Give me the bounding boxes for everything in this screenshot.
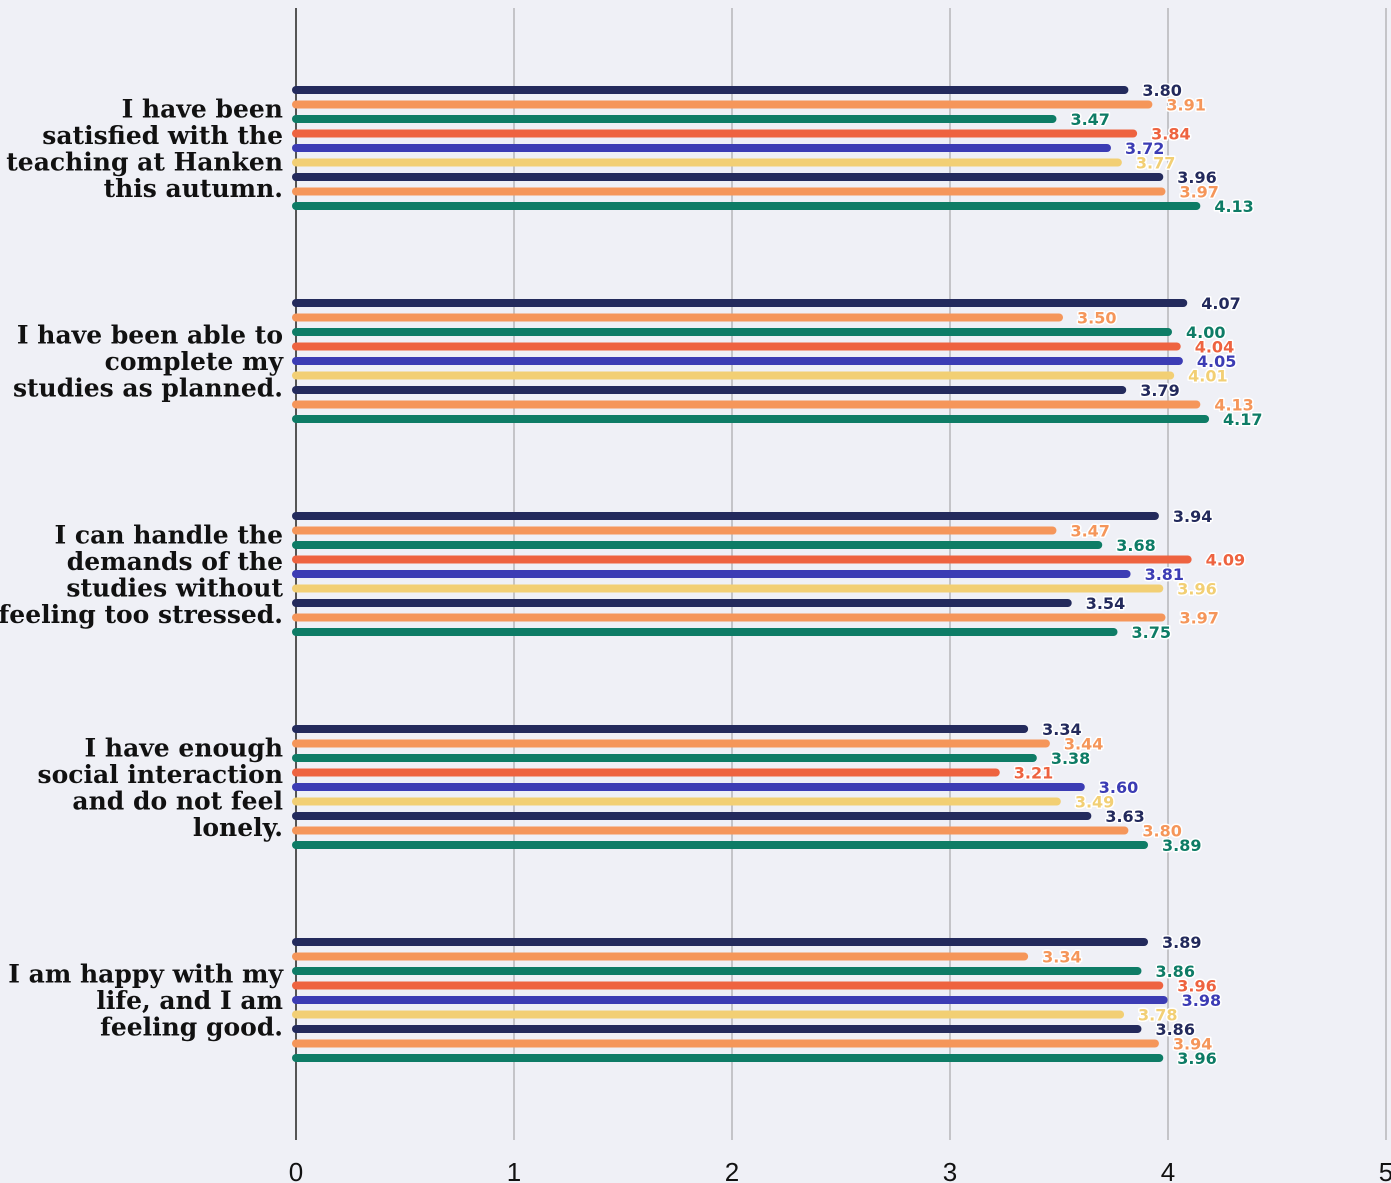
data-label: 4.09 xyxy=(1206,551,1245,570)
data-label: 3.47 xyxy=(1070,110,1109,129)
data-label: 4.00 xyxy=(1186,323,1225,342)
data-label: 3.49 xyxy=(1075,793,1114,812)
data-label: 4.07 xyxy=(1201,294,1240,313)
data-label: 3.98 xyxy=(1182,991,1221,1010)
category-label-line: demands of the xyxy=(67,547,283,576)
category-label-line: I have been able to xyxy=(17,321,283,350)
data-label: 3.97 xyxy=(1179,183,1218,202)
x-tick-label: 3 xyxy=(943,1157,957,1183)
data-label: 3.94 xyxy=(1173,507,1212,526)
x-tick-label: 4 xyxy=(1161,1157,1175,1183)
data-label: 3.77 xyxy=(1136,154,1175,173)
data-label: 3.72 xyxy=(1125,139,1164,158)
data-label: 3.89 xyxy=(1162,933,1201,952)
x-tick-label: 1 xyxy=(507,1157,521,1183)
data-label: 3.50 xyxy=(1077,309,1116,328)
category-label-line: and do not feel xyxy=(72,786,283,815)
data-label: 3.38 xyxy=(1051,749,1090,768)
data-label: 3.63 xyxy=(1105,807,1144,826)
data-label: 3.96 xyxy=(1177,168,1216,187)
x-tick-label: 0 xyxy=(289,1157,303,1183)
data-label: 4.05 xyxy=(1197,352,1236,371)
data-label: 4.17 xyxy=(1223,410,1262,429)
category-label-line: studies as planned. xyxy=(13,374,283,403)
category-label-line: feeling too stressed. xyxy=(0,600,283,629)
category-label-line: I have been xyxy=(122,94,283,123)
category-label: I am happy with my life, and I am feeling … xyxy=(8,960,284,1042)
data-label: 3.34 xyxy=(1042,720,1081,739)
data-label: 3.75 xyxy=(1132,623,1171,642)
data-label: 3.94 xyxy=(1173,1035,1212,1054)
category-label-line: I have enough xyxy=(85,733,284,762)
data-label: 4.04 xyxy=(1195,338,1234,357)
data-label: 3.89 xyxy=(1162,836,1201,855)
category-label: I can handle the demands of the studies wi… xyxy=(0,520,283,629)
data-label: 3.96 xyxy=(1177,1049,1216,1068)
data-label: 4.13 xyxy=(1214,197,1253,216)
data-label: 4.13 xyxy=(1214,396,1253,415)
data-label: 3.47 xyxy=(1070,522,1109,541)
category-label-line: feeling good. xyxy=(100,1013,283,1042)
data-label: 3.44 xyxy=(1064,735,1103,754)
category-label-line: satisfied with the xyxy=(42,121,283,150)
category-label-line: this autumn. xyxy=(104,174,283,203)
category-label-line: studies without xyxy=(66,573,283,602)
data-label: 3.79 xyxy=(1140,381,1179,400)
data-label: 3.86 xyxy=(1155,962,1194,981)
data-label: 3.68 xyxy=(1116,536,1155,555)
data-label: 3.54 xyxy=(1086,594,1125,613)
data-label: 3.86 xyxy=(1155,1020,1194,1039)
data-label: 3.78 xyxy=(1138,1006,1177,1025)
data-label: 3.91 xyxy=(1166,96,1205,115)
data-label: 3.97 xyxy=(1179,609,1218,628)
x-tick-label: 2 xyxy=(725,1157,739,1183)
data-label: 3.60 xyxy=(1099,778,1138,797)
data-label: 3.84 xyxy=(1151,125,1190,144)
data-label: 3.34 xyxy=(1042,948,1081,967)
data-label: 3.81 xyxy=(1145,565,1184,584)
x-tick-label: 5 xyxy=(1379,1157,1391,1183)
data-label: 3.96 xyxy=(1177,580,1216,599)
data-label: 3.96 xyxy=(1177,977,1216,996)
category-label-line: lonely. xyxy=(193,813,283,842)
data-label: 3.80 xyxy=(1142,822,1181,841)
data-label: 4.01 xyxy=(1188,367,1227,386)
category-label-line: I am happy with my xyxy=(8,960,284,989)
category-label: I have been able to complete my studies as… xyxy=(13,321,285,403)
category-label-line: I can handle the xyxy=(55,520,283,549)
category-label-line: complete my xyxy=(105,347,285,376)
category-label-line: life, and I am xyxy=(96,986,283,1015)
data-label: 3.21 xyxy=(1014,764,1053,783)
category-label-line: teaching at Hanken xyxy=(6,147,283,176)
category-label: I have been satisfied with the teaching at… xyxy=(6,94,283,203)
category-label: I have enough social interaction and do no… xyxy=(38,733,283,842)
data-label: 3.80 xyxy=(1142,81,1181,100)
category-label-line: social interaction xyxy=(38,760,283,789)
